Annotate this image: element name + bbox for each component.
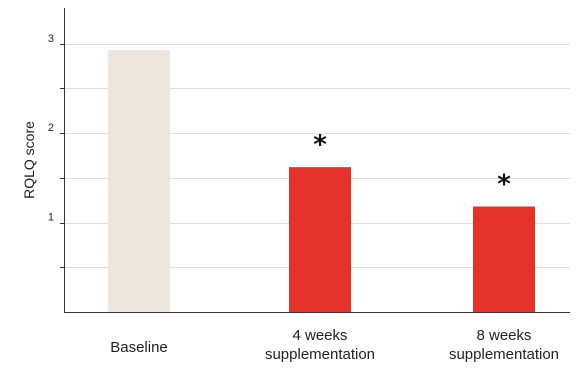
significance-asterisk: *: [497, 169, 511, 199]
significance-asterisk: *: [313, 130, 327, 160]
x-category-label-line: 4 weeks: [292, 327, 347, 344]
x-category-label: 8 weeks supplementation: [449, 327, 559, 363]
x-category-label-line: supplementation: [449, 346, 559, 363]
bar: [289, 167, 351, 312]
y-tick-label: 1: [48, 212, 54, 224]
bar: [473, 206, 535, 312]
axes: [60, 8, 570, 313]
y-tick-label: 3: [48, 33, 54, 45]
bars: [108, 50, 535, 312]
x-category-label: 4 weeks supplementation: [265, 327, 375, 363]
y-axis-title: RQLQ score: [21, 121, 37, 199]
x-category-label-line: 8 weeks: [476, 327, 531, 344]
x-category-label-line: supplementation: [265, 346, 375, 363]
bar: [108, 50, 170, 312]
x-category-label-line: Baseline: [110, 339, 168, 356]
y-tick-label: 2: [48, 122, 54, 134]
x-category-label: Baseline: [110, 339, 168, 356]
